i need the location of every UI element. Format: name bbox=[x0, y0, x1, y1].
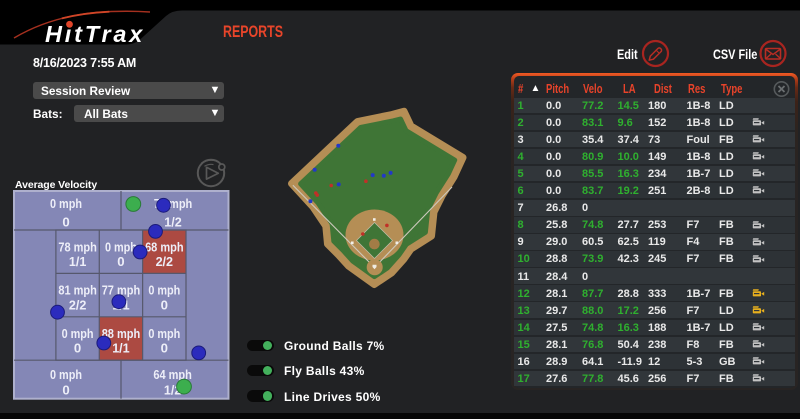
svg-text:0: 0 bbox=[161, 297, 168, 312]
svg-text:78 mph: 78 mph bbox=[58, 239, 97, 254]
svg-text:0 mph: 0 mph bbox=[105, 239, 137, 254]
svg-text:0: 0 bbox=[62, 215, 69, 230]
svg-text:0 mph: 0 mph bbox=[50, 196, 82, 211]
svg-text:81 mph: 81 mph bbox=[58, 283, 97, 298]
svg-text:0 mph: 0 mph bbox=[50, 367, 82, 382]
svg-text:0 mph: 0 mph bbox=[62, 326, 94, 341]
svg-text:2/2: 2/2 bbox=[69, 297, 87, 312]
svg-text:0: 0 bbox=[74, 341, 81, 356]
svg-text:77 mph: 77 mph bbox=[102, 283, 141, 298]
svg-text:1/1: 1/1 bbox=[69, 254, 87, 269]
svg-text:68 mph: 68 mph bbox=[145, 239, 184, 254]
svg-text:2/2: 2/2 bbox=[156, 254, 174, 269]
svg-text:1/1: 1/1 bbox=[112, 341, 130, 356]
svg-text:0: 0 bbox=[62, 383, 69, 398]
svg-text:64 mph: 64 mph bbox=[153, 367, 192, 382]
svg-text:0 mph: 0 mph bbox=[148, 326, 180, 341]
svg-text:0: 0 bbox=[161, 341, 168, 356]
svg-text:1/2: 1/2 bbox=[164, 215, 182, 230]
svg-text:0 mph: 0 mph bbox=[148, 283, 180, 298]
svg-text:88 mph: 88 mph bbox=[102, 326, 141, 341]
svg-text:0: 0 bbox=[117, 254, 124, 269]
